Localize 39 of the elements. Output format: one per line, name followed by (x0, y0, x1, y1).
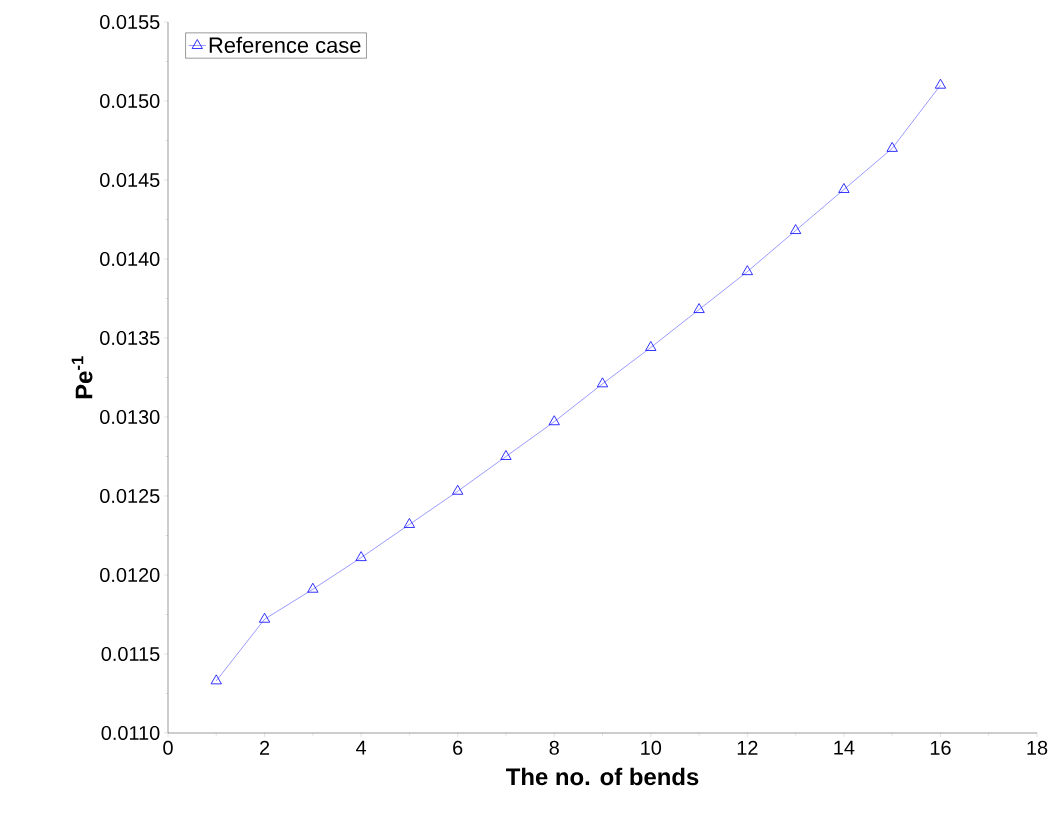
x-tick-label: 2 (260, 740, 270, 755)
point (307, 582, 319, 593)
x-tick-label: 10 (641, 740, 662, 755)
point (596, 377, 609, 388)
point (693, 303, 705, 313)
x-tick-label: 12 (737, 740, 758, 755)
y-tick-label: 0.0145 (100, 172, 160, 188)
y-tick-label: 0.0130 (100, 409, 160, 425)
y-tick-label: 0.0140 (100, 251, 160, 267)
legend-label: Reference case (209, 36, 361, 53)
point (886, 141, 898, 152)
point (258, 612, 271, 623)
x-axis-title: The no. of bends (506, 767, 699, 786)
point (452, 484, 464, 495)
point (838, 183, 850, 193)
y-tick-label: 0.0155 (100, 14, 160, 30)
y-tick-label: 0.0110 (101, 725, 160, 741)
x-tick-label: 14 (834, 740, 855, 755)
y-tick-label: 0.0125 (100, 488, 160, 504)
y-tick-label: 0.0150 (100, 93, 160, 109)
point (790, 224, 802, 234)
x-tick-label: 18 (1027, 740, 1048, 755)
point (934, 78, 947, 89)
x-tick-label: 0 (163, 740, 173, 755)
x-tick-label: 4 (356, 740, 367, 755)
y-tick-label: 0.0115 (101, 646, 160, 662)
x-tick-label: 16 (930, 740, 951, 755)
x-tick-label: 8 (549, 740, 559, 755)
x-tick-label: 6 (453, 740, 463, 755)
y-tick-label: 0.0135 (100, 330, 160, 346)
point (355, 551, 367, 562)
point (645, 341, 657, 351)
point (741, 265, 753, 276)
point (210, 674, 222, 685)
point (500, 450, 512, 460)
y-axis-title: Pe$^{-1}$ (71, 356, 93, 399)
point (548, 415, 560, 426)
point (403, 518, 415, 528)
y-tick-label: 0.0120 (100, 567, 160, 583)
